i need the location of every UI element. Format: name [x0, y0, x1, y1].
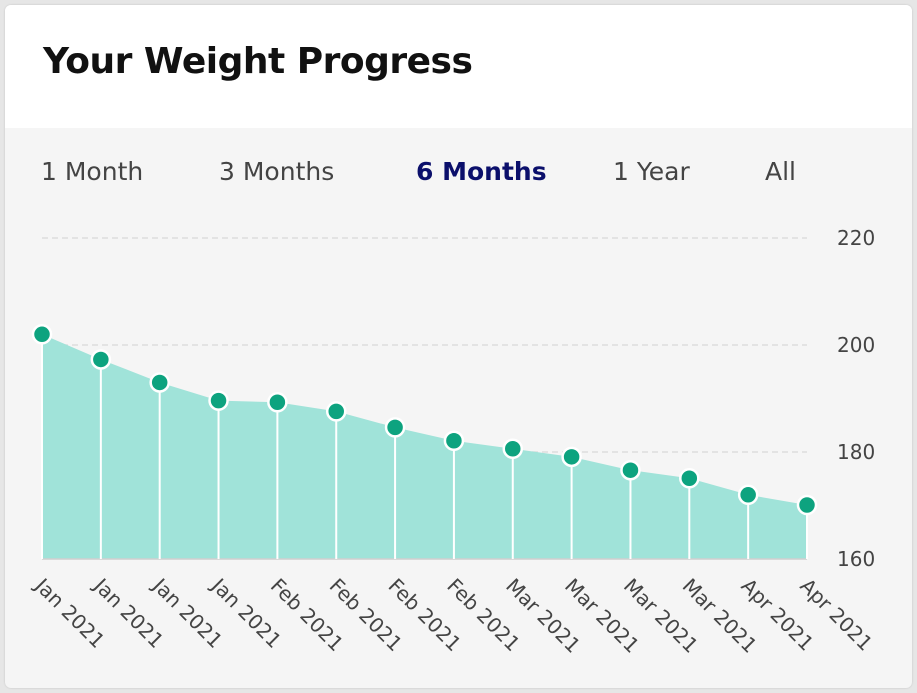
y-tick-label: 220 [837, 226, 875, 250]
data-point [620, 459, 641, 481]
data-point [149, 372, 170, 393]
data-point [561, 446, 582, 468]
data-point [90, 349, 112, 370]
y-tick-label: 180 [837, 440, 875, 464]
data-point [796, 494, 818, 516]
tab-1-month[interactable]: 1 Month [41, 157, 144, 186]
area-fill [42, 334, 807, 559]
data-point [679, 467, 700, 489]
tab-1-year[interactable]: 1 Year [613, 157, 690, 186]
data-point [208, 390, 229, 411]
data-point [267, 391, 288, 413]
data-point [384, 417, 406, 438]
data-point [502, 438, 524, 460]
weight-progress-card: Your Weight Progress 1 Month 3 Months 6 … [5, 5, 912, 688]
tab-all[interactable]: All [765, 157, 796, 186]
data-point [737, 484, 759, 506]
y-tick-label: 160 [837, 547, 875, 571]
tab-3-months[interactable]: 3 Months [219, 157, 335, 186]
data-point [325, 401, 347, 422]
data-point [443, 430, 465, 452]
tab-6-months[interactable]: 6 Months [416, 157, 547, 186]
y-tick-label: 200 [837, 333, 875, 357]
card-header: Your Weight Progress [5, 5, 912, 128]
data-point [31, 324, 53, 345]
card-title: Your Weight Progress [43, 41, 473, 82]
